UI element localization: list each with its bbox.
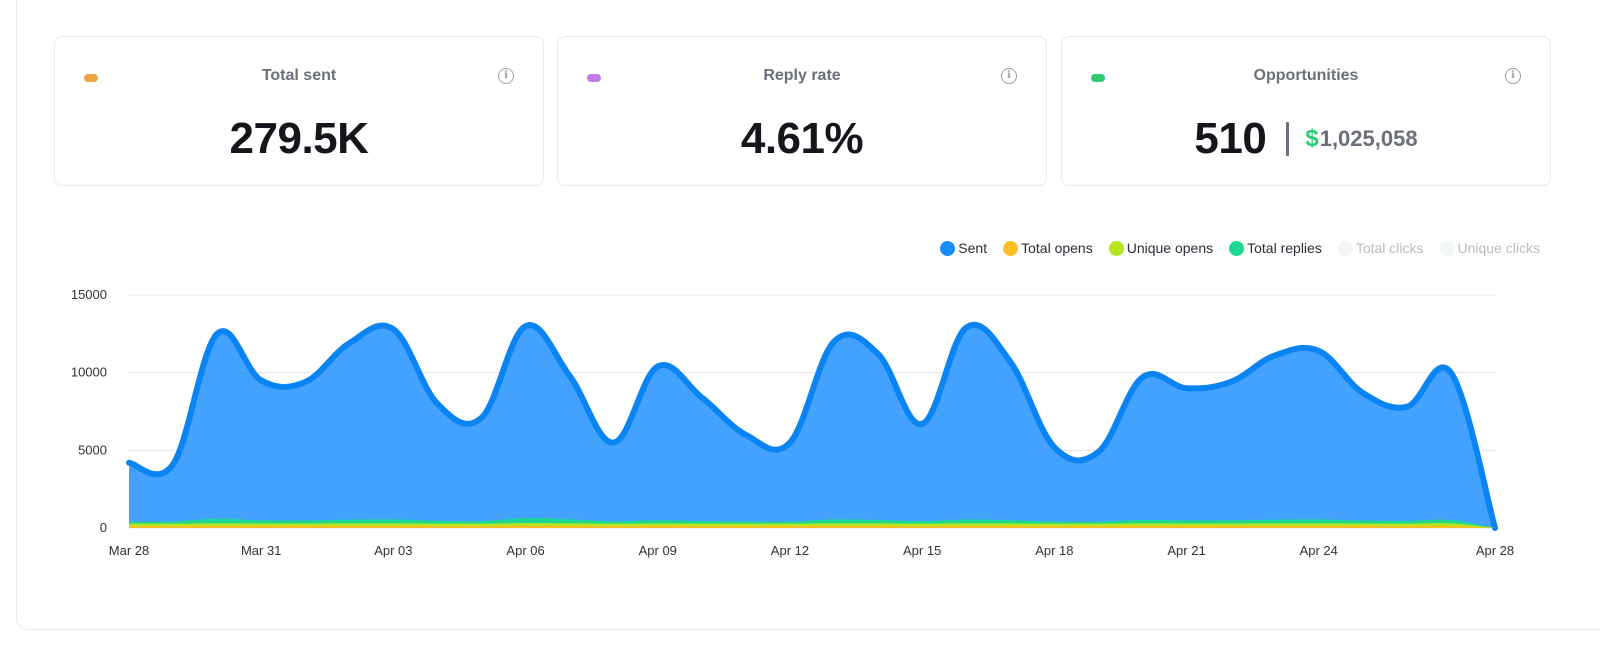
sent-line — [126, 321, 1498, 531]
opportunities-amount: 1,025,058 — [1319, 126, 1418, 151]
reply-rate-value: 4.61% — [740, 114, 864, 163]
legend-item-total-opens[interactable]: Total opens — [1003, 240, 1093, 256]
legend-label: Total clicks — [1355, 240, 1424, 256]
legend-dot — [1229, 240, 1245, 256]
divider — [1286, 122, 1290, 156]
x-tick-label: Apr 28 — [1476, 543, 1514, 558]
total-sent-title: Total sent — [261, 67, 337, 84]
legend-label: Total replies — [1247, 240, 1322, 256]
x-tick-label: Apr 15 — [903, 543, 941, 558]
legend-item-unique-opens[interactable]: Unique opens — [1108, 240, 1214, 256]
total-sent-value: 279.5K — [229, 114, 369, 163]
y-axis-labels: 0 5000 10000 15000 — [71, 287, 107, 535]
legend-dot — [1439, 240, 1455, 256]
x-tick-label: Apr 12 — [771, 543, 809, 558]
legend-dot — [940, 240, 956, 256]
x-tick-label: Apr 06 — [506, 543, 544, 558]
chart-legend: Sent Total opens Unique opens Total repl… — [924, 240, 1540, 256]
legend-item-sent[interactable]: Sent — [940, 240, 987, 256]
reply-rate-indicator — [587, 74, 601, 82]
currency-symbol: $ — [1305, 125, 1319, 152]
legend-item-total-clicks[interactable]: Total clicks — [1337, 240, 1424, 256]
x-tick-label: Apr 18 — [1035, 543, 1073, 558]
x-tick-label: Apr 03 — [374, 543, 412, 558]
legend-dot — [1108, 240, 1124, 256]
x-tick-label: Apr 09 — [639, 543, 677, 558]
x-tick-label: Mar 28 — [109, 543, 149, 558]
info-icon[interactable]: i — [1505, 68, 1521, 84]
x-tick-label: Apr 24 — [1300, 543, 1338, 558]
legend-label: Sent — [958, 240, 988, 256]
y-tick-label: 5000 — [78, 442, 107, 457]
info-icon[interactable]: i — [1001, 68, 1017, 84]
x-tick-label: Apr 21 — [1167, 543, 1205, 558]
total-sent-card: Total sent i 279.5K — [54, 36, 544, 186]
reply-rate-card: Reply rate i 4.61% — [557, 36, 1047, 186]
legend-dot — [1003, 240, 1019, 256]
x-tick-label: Mar 31 — [241, 543, 281, 558]
opportunities-values: 510 $ 1,025,058 — [1062, 114, 1550, 164]
info-icon[interactable]: i — [498, 68, 514, 84]
chart-series — [126, 321, 1498, 531]
total-opens-area — [129, 525, 1495, 528]
sent-area-chart[interactable]: 0 5000 10000 15000 Mar 28 Mar 31 Apr 03 Apr 06… — [0, 270, 1600, 570]
opportunities-indicator — [1091, 74, 1105, 82]
opportunities-title: Opportunities — [1253, 67, 1359, 84]
opportunities-card: Opportunities i 510 $ 1,025,058 — [1061, 36, 1551, 186]
y-tick-label: 10000 — [71, 365, 107, 380]
opportunities-count: 510 — [1194, 114, 1267, 163]
legend-dot — [1337, 240, 1353, 256]
x-axis-labels: Mar 28 Mar 31 Apr 03 Apr 06 Apr 09 Apr 12 Apr … — [109, 543, 1514, 558]
legend-item-total-replies[interactable]: Total replies — [1229, 240, 1322, 256]
y-tick-label: 15000 — [71, 287, 107, 302]
total-sent-indicator — [84, 74, 98, 82]
reply-rate-title: Reply rate — [763, 67, 841, 84]
legend-item-unique-clicks[interactable]: Unique clicks — [1439, 240, 1540, 256]
legend-label: Total opens — [1021, 240, 1093, 256]
legend-label: Unique clicks — [1457, 240, 1540, 256]
legend-label: Unique opens — [1126, 240, 1214, 256]
y-tick-label: 0 — [100, 520, 107, 535]
